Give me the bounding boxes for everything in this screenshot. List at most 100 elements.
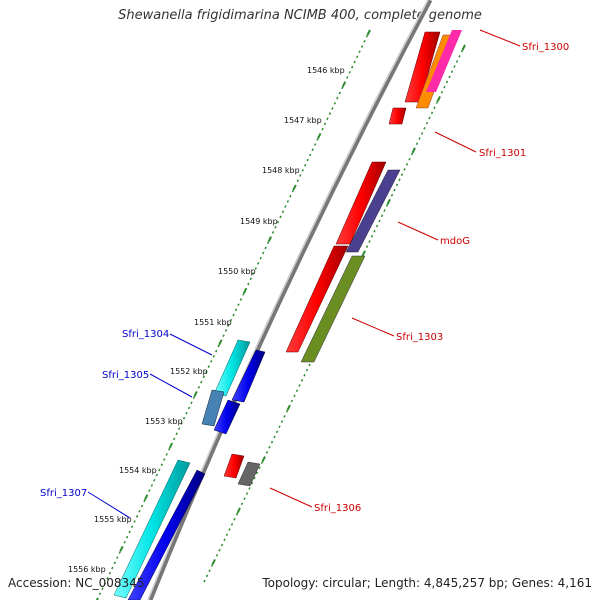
tick-mark: [212, 354, 215, 358]
tick-mark: [273, 435, 276, 439]
tick-mark: [305, 368, 309, 372]
gene-label[interactable]: Sfri_1307: [40, 488, 87, 499]
tick-mark: [119, 545, 124, 552]
tick-mark: [140, 504, 144, 508]
tick-mark: [228, 528, 231, 531]
tick-mark: [445, 80, 449, 84]
tick-mark: [165, 453, 168, 456]
tick-mark: [286, 404, 291, 411]
tick-mark: [380, 214, 384, 218]
tick-mark: [255, 471, 259, 475]
tick-mark: [433, 106, 436, 110]
tick-mark: [386, 198, 391, 205]
accession-text: Accession: NC_008345: [8, 576, 145, 590]
tick-mark: [304, 163, 307, 167]
kbp-label: 1548 kbp: [262, 166, 300, 175]
reverse-genes: [113, 339, 266, 600]
tick-mark: [106, 577, 109, 580]
tick-mark: [223, 538, 226, 542]
tick-mark: [278, 425, 281, 429]
tick-mark: [289, 194, 292, 198]
tick-mark: [286, 200, 290, 203]
tick-mark: [365, 245, 369, 248]
gene-sfri-1307-blue[interactable]: [127, 469, 206, 600]
tick-mark: [101, 587, 104, 591]
tick-mark: [95, 597, 99, 600]
tick-mark: [341, 81, 347, 88]
gene-sfri-1300-pink[interactable]: [426, 30, 462, 92]
gene-sfri-1303-red[interactable]: [285, 245, 349, 353]
tick-mark: [210, 564, 214, 567]
gene-sfri-1301[interactable]: [388, 107, 407, 125]
gene-mdog[interactable]: [345, 169, 401, 253]
tick-mark: [436, 95, 441, 102]
tick-mark: [290, 399, 294, 403]
tick-mark: [398, 178, 401, 182]
tick-mark: [423, 126, 426, 130]
kbp-label: 1550 kbp: [218, 267, 256, 276]
tick-mark: [153, 478, 156, 482]
gene-sfri-1304[interactable]: [213, 339, 251, 397]
tick-mark: [252, 272, 255, 276]
tick-mark: [236, 507, 241, 514]
tick-mark: [258, 466, 261, 470]
tick-mark: [292, 184, 297, 191]
gene-sfri-1307[interactable]: [113, 459, 191, 599]
tick-mark: [400, 173, 404, 176]
tick-mark: [218, 339, 223, 346]
tick-mark: [293, 394, 296, 398]
tick-mark: [365, 34, 369, 38]
gene-sfri-1305[interactable]: [201, 389, 225, 427]
tick-mark: [254, 267, 257, 270]
tick-mark: [360, 45, 364, 48]
kbp-label: 1552 kbp: [170, 367, 208, 376]
tick-mark: [418, 137, 421, 140]
tick-mark: [266, 241, 270, 245]
tick-mark: [185, 411, 188, 415]
tick-mark: [225, 533, 229, 537]
tick-mark: [460, 49, 464, 53]
gene-sfri-1304-blue[interactable]: [231, 349, 266, 403]
tick-mark: [180, 422, 183, 425]
tick-mark: [366, 29, 371, 36]
gene-label[interactable]: Sfri_1301: [479, 148, 526, 159]
tick-mark: [205, 574, 209, 578]
tick-mark: [230, 523, 234, 526]
tick-mark: [233, 517, 236, 521]
gene-tick-track: [203, 44, 466, 583]
gene-sfri-1305-blue[interactable]: [213, 399, 241, 435]
gene-label[interactable]: mdoG: [440, 236, 470, 247]
tick-mark: [211, 558, 216, 565]
tick-mark: [177, 427, 181, 430]
tick-mark: [435, 101, 439, 104]
tick-mark: [158, 468, 161, 472]
tick-mark: [430, 111, 434, 115]
gene-label[interactable]: Sfri_1300: [522, 42, 569, 53]
tick-mark: [235, 512, 239, 516]
tick-mark: [257, 262, 260, 265]
tick-mark: [267, 236, 272, 242]
tick-mark: [323, 122, 327, 126]
tick-mark: [301, 169, 304, 172]
gene-sfri-1303[interactable]: [300, 255, 366, 363]
tick-mark: [405, 162, 409, 166]
kbp-label: 1553 kbp: [145, 417, 183, 426]
tick-mark: [200, 380, 203, 384]
tick-mark: [385, 204, 389, 207]
tick-mark: [321, 127, 324, 131]
tick-mark: [281, 210, 285, 214]
gene-label[interactable]: Sfri_1304: [122, 329, 169, 340]
gene-sfri-1306[interactable]: [237, 461, 261, 487]
tick-mark: [336, 96, 339, 100]
tick-mark: [237, 303, 240, 307]
gene-label[interactable]: Sfri_1306: [314, 503, 361, 514]
tick-mark: [276, 220, 280, 224]
tick-mark: [155, 473, 159, 477]
gene-label[interactable]: Sfri_1305: [102, 370, 149, 381]
tick-mark: [160, 463, 163, 467]
gene-sfri-1306-red[interactable]: [223, 453, 245, 479]
forward-genes: [223, 30, 462, 487]
tick-mark: [113, 561, 116, 565]
tick-mark: [395, 183, 399, 187]
gene-label[interactable]: Sfri_1303: [396, 332, 443, 343]
